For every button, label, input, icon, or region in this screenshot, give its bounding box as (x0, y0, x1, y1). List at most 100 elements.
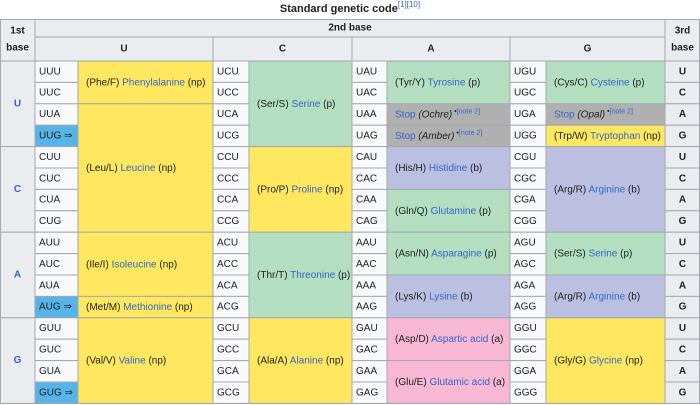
amino-acid-label: (Pro/P) Proline (np) (257, 184, 343, 195)
first-base-letter-G[interactable]: G (14, 355, 22, 366)
note-marker: • (452, 108, 457, 115)
third-base-letter-A: A (679, 280, 686, 291)
amino-acid-link[interactable]: Cysteine (591, 77, 630, 88)
stop-link[interactable]: Stop (554, 109, 575, 120)
amino-acid-link[interactable]: Asparagine (431, 248, 482, 259)
codon: GGG (514, 387, 538, 398)
stop-link[interactable]: Stop (395, 131, 416, 142)
codon: GAG (356, 387, 378, 398)
codon: CUC (39, 173, 61, 184)
amino-acid-label: (Ile/I) Isoleucine (np) (86, 259, 177, 270)
amino-acid-label: (Lys/K) Lysine (b) (395, 291, 473, 302)
amino-acid-code: (Cys/C) (554, 77, 591, 88)
codon: GAA (356, 366, 377, 377)
third-base-letter-G: G (679, 302, 687, 313)
amino-acid-link[interactable]: Isoleucine (112, 259, 157, 270)
amino-acid-code: (Val/V) (86, 355, 119, 366)
reference-link[interactable]: [1][10] (397, 0, 421, 9)
table-title: Standard genetic code (279, 3, 398, 15)
third-base-letter-A: A (679, 195, 686, 206)
note-link[interactable]: [note 2] (459, 130, 482, 137)
amino-acid-code: (Met/M) (86, 302, 123, 313)
codon: AAG (356, 302, 377, 313)
amino-acid-label: (Phe/F) Phenylalanine (np) (86, 77, 206, 88)
codon: GGA (514, 366, 537, 377)
amino-acid-code: (Glu/E) (395, 377, 429, 388)
amino-acid-link[interactable]: Leucine (120, 163, 155, 174)
amino-acid-label: (Tyr/Y) Tyrosine (p) (395, 77, 480, 88)
amino-acid-link[interactable]: Threonine (290, 270, 335, 281)
second-base-letter-C: C (279, 44, 286, 55)
second-base-C (212, 36, 353, 62)
first-base-letter-U[interactable]: U (14, 98, 21, 109)
amino-acid-link[interactable]: Tyrosine (428, 77, 466, 88)
amino-acid-label: (Asp/D) Aspartic acid (a) (395, 334, 503, 345)
amino-acid-cell (545, 60, 666, 105)
amino-acid-label: Stop (Amber) •[note 2] (395, 130, 482, 142)
amino-acid-link[interactable]: Arginine (588, 291, 625, 302)
amino-acid-link[interactable]: Methionine (123, 302, 172, 313)
amino-acid-code: (Ala/A) (257, 355, 290, 366)
amino-acid-link[interactable]: Tryptophan (590, 131, 640, 142)
amino-acid-code: (Phe/F) (86, 77, 122, 88)
codon: CCA (217, 195, 238, 206)
note-link[interactable]: [note 2] (610, 108, 633, 115)
amino-acid-label: (Met/M) Methionine (np) (86, 302, 193, 313)
amino-acid-link[interactable]: Histidine (429, 163, 468, 174)
third-base-letter-U: U (679, 152, 686, 163)
note-link[interactable]: [note 2] (457, 108, 480, 115)
codon: AAU (356, 238, 377, 249)
amino-acid-link[interactable]: Glutamic acid (429, 377, 490, 388)
third-base-header-line2: base (671, 43, 694, 54)
amino-acid-link[interactable]: Lysine (429, 291, 458, 302)
amino-acid-link[interactable]: Alanine (290, 355, 324, 366)
codon: ACU (217, 238, 238, 249)
codon: UGG (514, 131, 537, 142)
third-base-letter-C: C (679, 259, 686, 270)
amino-acid-link[interactable]: Phenylalanine (122, 77, 185, 88)
amino-acid-class: (b) (467, 163, 482, 174)
codon: UGU (514, 66, 536, 77)
codon: CGC (514, 173, 536, 184)
amino-acid-class: (a) (488, 334, 503, 345)
amino-acid-cell (77, 317, 214, 404)
codon: CGA (514, 195, 536, 206)
amino-acid-label: (Thr/T) Threonine (p) (257, 270, 350, 281)
amino-acid-link[interactable]: Aspartic acid (431, 334, 488, 345)
amino-acid-code: (Asp/D) (395, 334, 431, 345)
third-base-letter-C: C (679, 345, 686, 356)
amino-acid-code: (Ile/I) (86, 259, 112, 270)
first-base-letter-C[interactable]: C (14, 184, 21, 195)
amino-acid-link[interactable]: Arginine (588, 184, 625, 195)
second-base-U (34, 36, 214, 62)
amino-acid-cell (545, 146, 666, 233)
first-base-header-line1: 1st (10, 26, 25, 37)
amino-acid-code: (Gln/Q) (395, 205, 431, 216)
codon: UCA (217, 109, 238, 120)
amino-acid-cell (248, 146, 353, 233)
amino-acid-class: (np) (640, 131, 661, 142)
codon: CCU (217, 152, 239, 163)
amino-acid-cell-leucine (77, 103, 214, 233)
stop-link[interactable]: Stop (395, 109, 416, 120)
amino-acid-link[interactable]: Serine (588, 248, 617, 259)
third-base-letter-A: A (679, 109, 686, 120)
amino-acid-code: (Thr/T) (257, 270, 290, 281)
amino-acid-class: (np) (156, 163, 177, 174)
first-base-letter-A[interactable]: A (14, 270, 21, 281)
amino-acid-link[interactable]: Valine (119, 355, 146, 366)
codon: CAU (356, 152, 377, 163)
amino-acid-class: (np) (146, 355, 167, 366)
amino-acid-link[interactable]: Glutamine (431, 205, 477, 216)
third-base-letter-G: G (679, 216, 687, 227)
table-caption: Standard genetic code[1][10] (0, 0, 700, 19)
codon: GUU (39, 323, 61, 334)
amino-acid-cell (77, 60, 214, 105)
amino-acid-link[interactable]: Proline (291, 184, 323, 195)
amino-acid-cell (386, 60, 511, 105)
third-base-letter-C: C (679, 88, 686, 99)
codon: ACG (217, 302, 239, 313)
amino-acid-link[interactable]: Glycine (589, 355, 623, 366)
amino-acid-link[interactable]: Serine (291, 98, 320, 109)
codon: AAC (356, 259, 377, 270)
